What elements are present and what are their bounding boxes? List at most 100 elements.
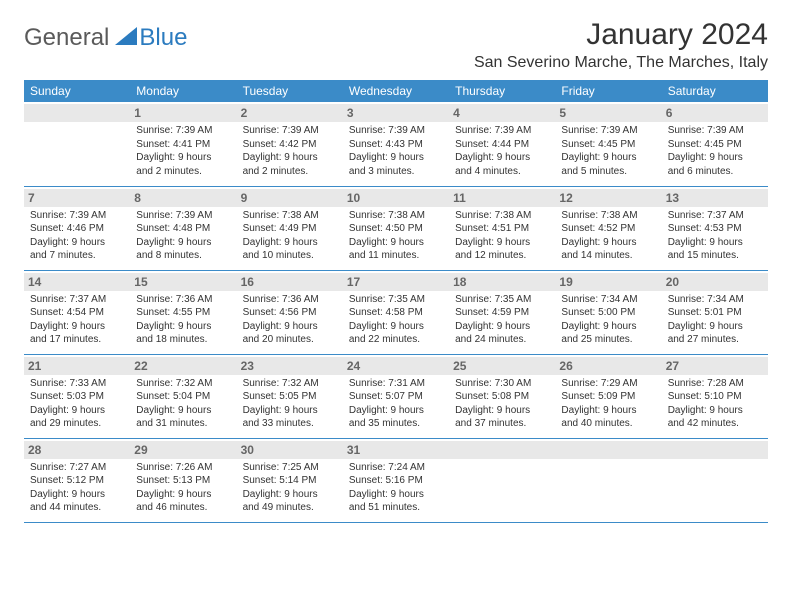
- day-number: 29: [130, 441, 236, 459]
- day-info-line: and 3 minutes.: [349, 165, 443, 179]
- day-info-line: Sunset: 4:56 PM: [243, 306, 337, 320]
- day-info-line: Sunrise: 7:38 AM: [561, 209, 655, 223]
- day-info-line: Daylight: 9 hours: [30, 488, 124, 502]
- day-info-line: Daylight: 9 hours: [561, 404, 655, 418]
- calendar-day-cell: 22Sunrise: 7:32 AMSunset: 5:04 PMDayligh…: [130, 354, 236, 438]
- calendar-day-cell: [449, 438, 555, 522]
- day-info-line: Sunrise: 7:39 AM: [136, 124, 230, 138]
- day-info-line: Sunset: 4:55 PM: [136, 306, 230, 320]
- day-number: 10: [343, 189, 449, 207]
- calendar-day-cell: 14Sunrise: 7:37 AMSunset: 4:54 PMDayligh…: [24, 270, 130, 354]
- day-number: 3: [343, 104, 449, 122]
- day-number: 15: [130, 273, 236, 291]
- day-info-line: Daylight: 9 hours: [136, 404, 230, 418]
- day-info-line: and 29 minutes.: [30, 417, 124, 431]
- day-info-line: Sunset: 5:12 PM: [30, 474, 124, 488]
- day-number: 22: [130, 357, 236, 375]
- calendar-day-cell: 17Sunrise: 7:35 AMSunset: 4:58 PMDayligh…: [343, 270, 449, 354]
- day-info-line: Sunset: 5:07 PM: [349, 390, 443, 404]
- calendar-week-row: 7Sunrise: 7:39 AMSunset: 4:46 PMDaylight…: [24, 186, 768, 270]
- brand-logo: General Blue: [24, 18, 187, 52]
- day-info-line: Daylight: 9 hours: [455, 236, 549, 250]
- day-number-empty: [555, 441, 661, 459]
- day-info-line: Sunset: 4:45 PM: [561, 138, 655, 152]
- calendar-week-row: 28Sunrise: 7:27 AMSunset: 5:12 PMDayligh…: [24, 438, 768, 522]
- weekday-header: Monday: [130, 80, 236, 102]
- day-info-line: Daylight: 9 hours: [349, 151, 443, 165]
- day-info-line: Daylight: 9 hours: [349, 236, 443, 250]
- day-info-line: Sunrise: 7:32 AM: [243, 377, 337, 391]
- day-info-line: and 18 minutes.: [136, 333, 230, 347]
- day-info-line: Sunset: 5:04 PM: [136, 390, 230, 404]
- day-info-line: Daylight: 9 hours: [561, 320, 655, 334]
- calendar-day-cell: 23Sunrise: 7:32 AMSunset: 5:05 PMDayligh…: [237, 354, 343, 438]
- day-info-line: Sunset: 5:05 PM: [243, 390, 337, 404]
- weekday-header: Tuesday: [237, 80, 343, 102]
- weekday-header: Sunday: [24, 80, 130, 102]
- day-number: 13: [662, 189, 768, 207]
- day-info-line: Sunrise: 7:30 AM: [455, 377, 549, 391]
- day-info-line: Daylight: 9 hours: [30, 236, 124, 250]
- day-info-line: Sunset: 5:13 PM: [136, 474, 230, 488]
- calendar-day-cell: 18Sunrise: 7:35 AMSunset: 4:59 PMDayligh…: [449, 270, 555, 354]
- day-info-line: Daylight: 9 hours: [349, 404, 443, 418]
- day-number: 6: [662, 104, 768, 122]
- day-info-line: Sunrise: 7:39 AM: [349, 124, 443, 138]
- day-info-line: Sunrise: 7:25 AM: [243, 461, 337, 475]
- day-info-line: Sunrise: 7:39 AM: [668, 124, 762, 138]
- weekday-header: Wednesday: [343, 80, 449, 102]
- day-info-line: and 8 minutes.: [136, 249, 230, 263]
- day-info-line: Sunrise: 7:39 AM: [561, 124, 655, 138]
- calendar-day-cell: 27Sunrise: 7:28 AMSunset: 5:10 PMDayligh…: [662, 354, 768, 438]
- day-number-empty: [662, 441, 768, 459]
- day-number-empty: [24, 104, 130, 122]
- day-info-line: Sunset: 5:00 PM: [561, 306, 655, 320]
- day-number: 4: [449, 104, 555, 122]
- calendar-day-cell: 11Sunrise: 7:38 AMSunset: 4:51 PMDayligh…: [449, 186, 555, 270]
- calendar-day-cell: 7Sunrise: 7:39 AMSunset: 4:46 PMDaylight…: [24, 186, 130, 270]
- day-info-line: Sunrise: 7:33 AM: [30, 377, 124, 391]
- day-info-line: and 24 minutes.: [455, 333, 549, 347]
- day-info-line: and 14 minutes.: [561, 249, 655, 263]
- day-info-line: Sunset: 4:52 PM: [561, 222, 655, 236]
- day-info-line: and 5 minutes.: [561, 165, 655, 179]
- day-info-line: Sunrise: 7:31 AM: [349, 377, 443, 391]
- day-number: 17: [343, 273, 449, 291]
- day-info-line: Sunrise: 7:36 AM: [136, 293, 230, 307]
- brand-text-1: General: [24, 24, 109, 52]
- day-info-line: Sunrise: 7:24 AM: [349, 461, 443, 475]
- calendar-day-cell: 25Sunrise: 7:30 AMSunset: 5:08 PMDayligh…: [449, 354, 555, 438]
- day-info-line: Sunset: 4:48 PM: [136, 222, 230, 236]
- day-info-line: and 11 minutes.: [349, 249, 443, 263]
- calendar-day-cell: 10Sunrise: 7:38 AMSunset: 4:50 PMDayligh…: [343, 186, 449, 270]
- day-number: 18: [449, 273, 555, 291]
- day-info-line: Daylight: 9 hours: [561, 236, 655, 250]
- calendar-day-cell: 30Sunrise: 7:25 AMSunset: 5:14 PMDayligh…: [237, 438, 343, 522]
- day-info-line: Daylight: 9 hours: [136, 236, 230, 250]
- calendar-day-cell: 13Sunrise: 7:37 AMSunset: 4:53 PMDayligh…: [662, 186, 768, 270]
- day-info-line: Sunset: 4:58 PM: [349, 306, 443, 320]
- day-info-line: Sunrise: 7:27 AM: [30, 461, 124, 475]
- day-info-line: and 2 minutes.: [136, 165, 230, 179]
- day-info-line: Daylight: 9 hours: [668, 236, 762, 250]
- calendar-day-cell: 4Sunrise: 7:39 AMSunset: 4:44 PMDaylight…: [449, 102, 555, 186]
- day-info-line: Sunrise: 7:34 AM: [668, 293, 762, 307]
- day-info-line: and 42 minutes.: [668, 417, 762, 431]
- day-info-line: and 33 minutes.: [243, 417, 337, 431]
- day-number: 31: [343, 441, 449, 459]
- day-info-line: Sunset: 4:54 PM: [30, 306, 124, 320]
- day-number-empty: [449, 441, 555, 459]
- day-info-line: Sunset: 4:46 PM: [30, 222, 124, 236]
- day-info-line: Sunrise: 7:38 AM: [349, 209, 443, 223]
- day-info-line: Sunset: 5:10 PM: [668, 390, 762, 404]
- calendar-day-cell: 2Sunrise: 7:39 AMSunset: 4:42 PMDaylight…: [237, 102, 343, 186]
- day-info-line: Sunset: 5:16 PM: [349, 474, 443, 488]
- day-info-line: Daylight: 9 hours: [136, 320, 230, 334]
- day-info-line: Daylight: 9 hours: [136, 488, 230, 502]
- day-info-line: Sunrise: 7:39 AM: [30, 209, 124, 223]
- calendar-table: Sunday Monday Tuesday Wednesday Thursday…: [24, 80, 768, 523]
- location-subtitle: San Severino Marche, The Marches, Italy: [474, 54, 768, 72]
- calendar-day-cell: 1Sunrise: 7:39 AMSunset: 4:41 PMDaylight…: [130, 102, 236, 186]
- day-info-line: Sunrise: 7:26 AM: [136, 461, 230, 475]
- day-number: 24: [343, 357, 449, 375]
